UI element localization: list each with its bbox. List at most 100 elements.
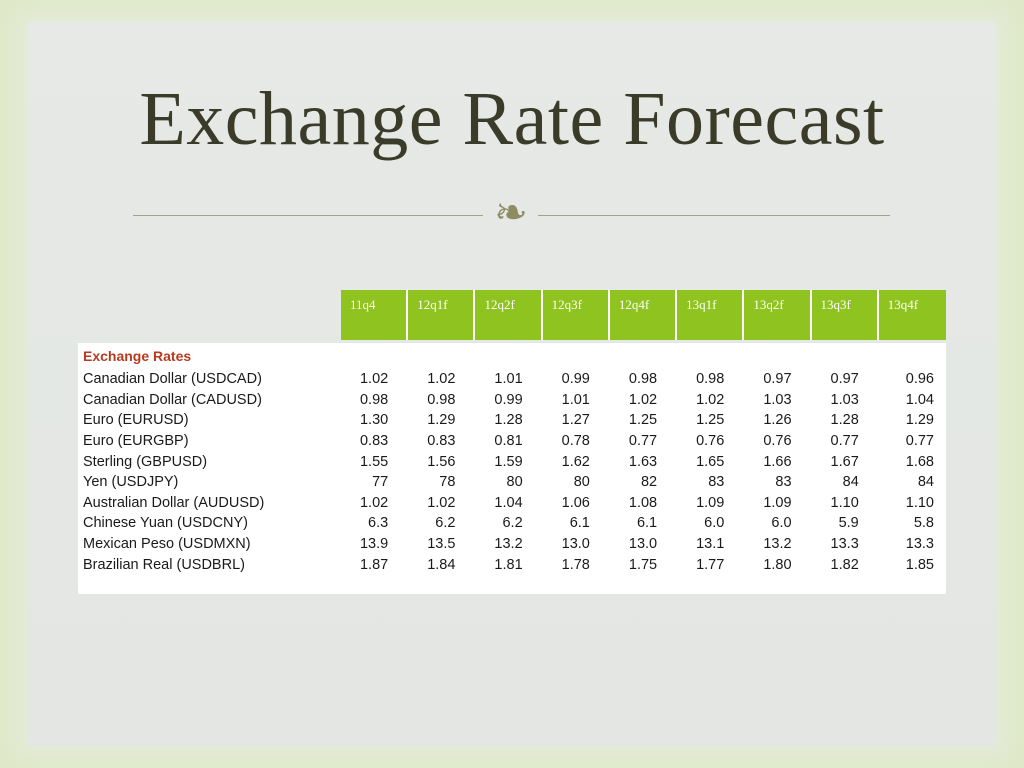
table-cell: 1.30 [359, 412, 389, 429]
table-cell: 1.02 [696, 391, 725, 408]
table-cell: 1.01 [494, 371, 523, 388]
exchange-rate-table: Exchange Rates Canadian Dollar (USDCAD) 1… [78, 343, 946, 594]
table-row: Mexican Peso (USDMXN) 13.9 13.5 13.2 13.0 13.… [78, 534, 946, 555]
table-cell: 13.1 [696, 536, 725, 553]
table-cell: 1.67 [830, 453, 859, 470]
table-cell: 1.66 [763, 453, 792, 470]
table-cell: 1.75 [628, 556, 658, 573]
row-values: 1.30 1.29 1.28 1.27 1.25 1.25 1.26 1.28 1.29 [341, 412, 946, 428]
table-cell: 1.09 [763, 494, 792, 511]
table-cell: 78 [439, 474, 456, 491]
table-cell: 1.25 [696, 412, 725, 429]
fleuron-ornament-icon: ❧ [494, 190, 528, 236]
table-cell: 1.27 [561, 412, 590, 429]
column-header: 12q4f [609, 290, 676, 340]
row-label: Chinese Yuan (USDCNY) [83, 515, 248, 532]
table-cell: 0.81 [494, 433, 523, 450]
table-cell: 1.10 [905, 494, 934, 511]
table-body: Canadian Dollar (USDCAD) 1.02 1.02 1.01 0.99… [78, 369, 946, 575]
row-label: Yen (USDJPY) [83, 474, 179, 491]
table-cell: 0.98 [696, 371, 725, 388]
table-cell: 1.04 [494, 494, 523, 511]
table-cell: 1.82 [830, 556, 859, 573]
divider-right [538, 215, 890, 216]
table-row: Euro (EURUSD) 1.30 1.29 1.28 1.27 1.25 1.25 1.2… [78, 410, 946, 431]
column-header: 13q4f [878, 290, 946, 340]
table-cell: 6.2 [435, 515, 456, 532]
table-cell: 82 [640, 474, 658, 491]
row-values: 6.3 6.2 6.2 6.1 6.1 6.0 6.0 5.9 5.8 [341, 515, 946, 531]
table-cell: 1.55 [359, 453, 389, 470]
column-header: 12q2f [475, 290, 541, 340]
table-cell: 6.1 [636, 515, 658, 532]
row-label: Australian Dollar (AUDUSD) [83, 494, 265, 511]
row-label: Brazilian Real (USDBRL) [83, 556, 245, 573]
table-cell: 6.2 [502, 515, 523, 532]
table-cell: 84 [842, 474, 859, 491]
row-label: Mexican Peso (USDMXN) [83, 536, 251, 553]
row-values: 0.83 0.83 0.81 0.78 0.77 0.76 0.76 0.77 0.77 [341, 433, 946, 449]
row-values: 1.87 1.84 1.81 1.78 1.75 1.77 1.80 1.82 1.85 [341, 557, 946, 573]
table-cell: 1.28 [494, 412, 523, 429]
table-cell: 1.02 [427, 494, 456, 511]
table-cell: 1.10 [830, 494, 859, 511]
table-cell: 0.99 [494, 391, 523, 408]
table-cell: 80 [573, 474, 590, 491]
table-cell: 0.77 [628, 433, 658, 450]
table-cell: 0.98 [628, 371, 658, 388]
table-cell: 13.0 [628, 536, 658, 553]
table-cell: 6.0 [704, 515, 725, 532]
table-cell: 0.98 [359, 391, 389, 408]
divider-left [133, 215, 483, 216]
table-cell: 1.59 [494, 453, 523, 470]
table-cell: 1.09 [696, 494, 725, 511]
table-cell: 6.0 [771, 515, 792, 532]
table-title: Exchange Rates [83, 348, 192, 364]
table-cell: 1.03 [830, 391, 859, 408]
table-row: Canadian Dollar (CADUSD) 0.98 0.98 0.99 1.01… [78, 390, 946, 411]
table-cell: 1.77 [696, 556, 725, 573]
table-row: Canadian Dollar (USDCAD) 1.02 1.02 1.01 0.99… [78, 369, 946, 390]
row-label: Euro (EURUSD) [83, 412, 189, 429]
table-cell: 1.29 [905, 412, 934, 429]
table-row: Yen (USDJPY) 77 78 80 80 82 83 83 84 84 [78, 472, 946, 493]
row-values: 13.9 13.5 13.2 13.0 13.0 13.1 13.2 13.3 13.3 [341, 536, 946, 552]
row-label: Canadian Dollar (USDCAD) [83, 371, 262, 388]
table-cell: 5.9 [838, 515, 859, 532]
table-header-row: 11q4 12q1f 12q2f 12q3f 12q4f 13q1f 13q2f… [341, 290, 946, 340]
table-cell: 1.78 [561, 556, 590, 573]
table-cell: 0.76 [696, 433, 725, 450]
table-row: Sterling (GBPUSD) 1.55 1.56 1.59 1.62 1.63 1.6… [78, 451, 946, 472]
table-cell: 1.68 [905, 453, 934, 470]
column-header: 13q3f [811, 290, 877, 340]
table-cell: 13.9 [359, 536, 389, 553]
column-header: 13q2f [744, 290, 810, 340]
column-header: 11q4 [341, 290, 407, 340]
table-cell: 13.2 [494, 536, 523, 553]
table-cell: 1.02 [359, 494, 389, 511]
slide-title: Exchange Rate Forecast [139, 77, 885, 161]
table-cell: 1.04 [905, 391, 934, 408]
table-row: Brazilian Real (USDBRL) 1.87 1.84 1.81 1.78 1… [78, 554, 946, 575]
table-cell: 13.3 [830, 536, 859, 553]
table-cell: 83 [708, 474, 725, 491]
table-cell: 0.78 [561, 433, 590, 450]
table-row: Australian Dollar (AUDUSD) 1.02 1.02 1.04 1.… [78, 493, 946, 514]
table-cell: 0.99 [561, 371, 590, 388]
table-cell: 1.26 [763, 412, 792, 429]
table-cell: 77 [372, 474, 389, 491]
table-cell: 1.06 [561, 494, 590, 511]
table-cell: 0.83 [427, 433, 456, 450]
table-cell: 1.01 [561, 391, 590, 408]
row-values: 1.02 1.02 1.01 0.99 0.98 0.98 0.97 0.97 0.96 [341, 371, 946, 387]
table-cell: 5.8 [913, 515, 934, 532]
table-cell: 0.97 [763, 371, 792, 388]
table-cell: 1.81 [494, 556, 523, 573]
table-row: Chinese Yuan (USDCNY) 6.3 6.2 6.2 6.1 6.1 6.0 6… [78, 513, 946, 534]
table-cell: 0.97 [830, 371, 859, 388]
table-cell: 1.02 [628, 391, 658, 408]
table-cell: 1.56 [427, 453, 456, 470]
table-cell: 13.5 [427, 536, 456, 553]
table-cell: 1.63 [628, 453, 658, 470]
table-cell: 1.08 [628, 494, 658, 511]
